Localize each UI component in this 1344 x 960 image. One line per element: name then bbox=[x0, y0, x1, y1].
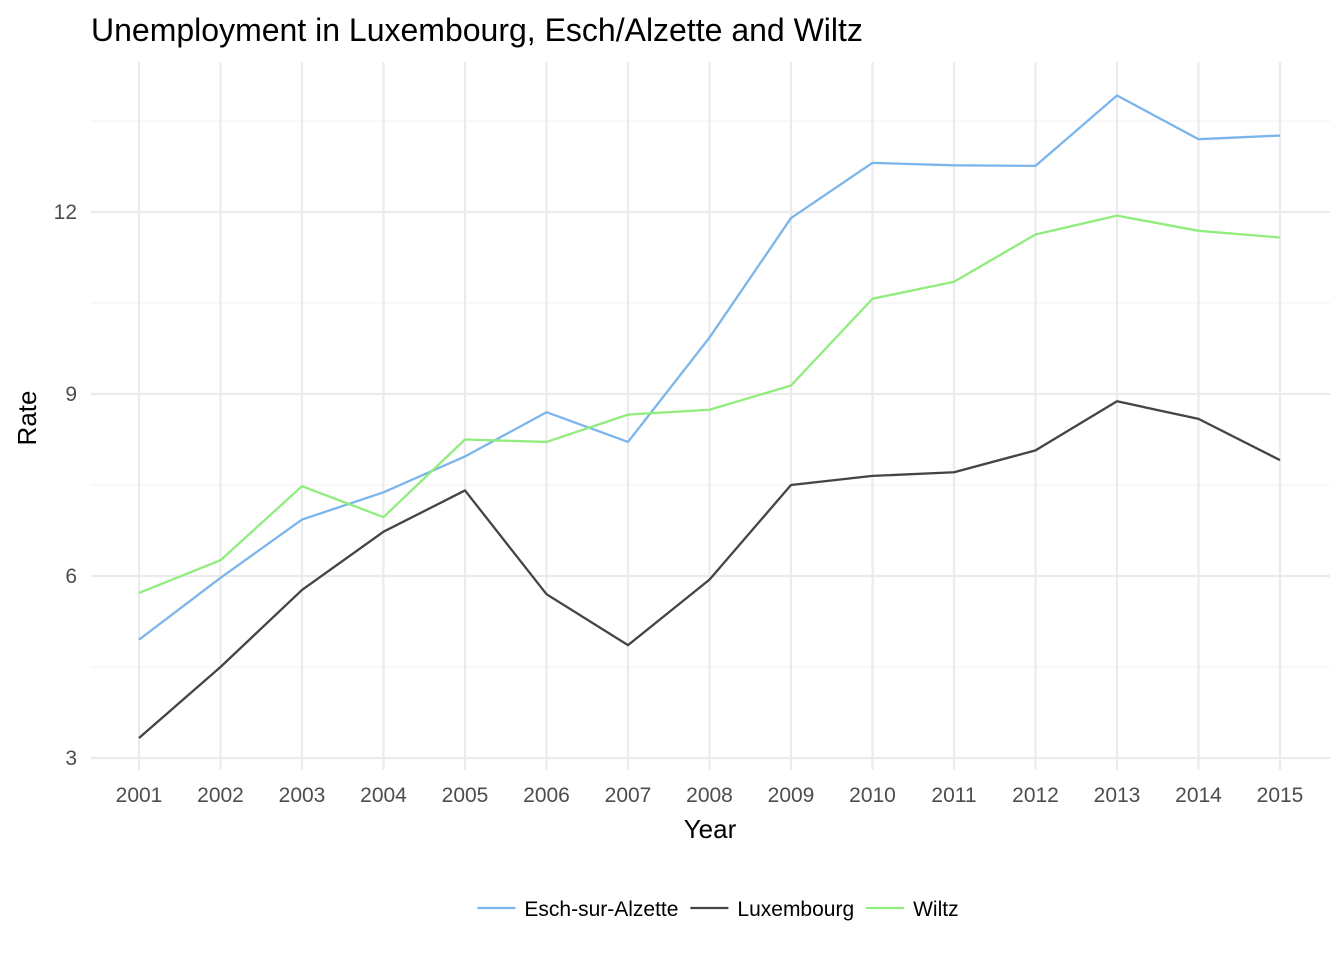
y-tick-label: 6 bbox=[65, 565, 77, 588]
x-tick-label: 2013 bbox=[1094, 784, 1141, 807]
x-tick-label: 2005 bbox=[442, 784, 489, 807]
x-tick-label: 2010 bbox=[849, 784, 896, 807]
legend: Esch-sur-Alzette Luxembourg Wiltz bbox=[477, 898, 959, 921]
legend-item: Wiltz bbox=[866, 898, 959, 921]
x-tick-label: 2014 bbox=[1175, 784, 1222, 807]
x-tick-label: 2003 bbox=[279, 784, 326, 807]
x-tick-label: 2012 bbox=[1012, 784, 1059, 807]
y-axis-title: Rate bbox=[12, 391, 42, 446]
x-axis-title: Year bbox=[684, 814, 737, 844]
x-tick-label: 2006 bbox=[523, 784, 570, 807]
y-tick-label: 12 bbox=[54, 201, 77, 224]
x-tick-label: 2008 bbox=[686, 784, 733, 807]
legend-item: Luxembourg bbox=[690, 898, 854, 921]
series-line-esch-sur-alzette bbox=[138, 94, 1281, 641]
x-tick-label: 2002 bbox=[197, 784, 244, 807]
legend-label: Luxembourg bbox=[737, 898, 854, 921]
x-tick-label: 2011 bbox=[931, 784, 976, 807]
y-tick-label: 9 bbox=[65, 383, 77, 406]
legend-item: Esch-sur-Alzette bbox=[477, 898, 678, 921]
x-tick-label: 2015 bbox=[1257, 784, 1304, 807]
x-axis-ticks: 2001 2002 2003 2004 2005 2006 2007 2008 2009 2010… bbox=[116, 784, 1304, 807]
x-tick-label: 2001 bbox=[116, 784, 163, 807]
series-lines bbox=[138, 94, 1281, 739]
legend-label: Wiltz bbox=[913, 898, 959, 921]
y-tick-label: 3 bbox=[65, 747, 77, 770]
legend-label: Esch-sur-Alzette bbox=[524, 898, 678, 921]
series-line-luxembourg bbox=[138, 400, 1281, 739]
x-tick-label: 2004 bbox=[360, 784, 407, 807]
series-line-wiltz bbox=[138, 214, 1281, 595]
major-gridlines bbox=[91, 62, 1330, 770]
x-tick-label: 2007 bbox=[605, 784, 652, 807]
chart-title: Unemployment in Luxembourg, Esch/Alzette… bbox=[91, 12, 863, 48]
x-tick-label: 2009 bbox=[768, 784, 815, 807]
y-axis-ticks: 3 6 9 12 bbox=[54, 201, 77, 770]
